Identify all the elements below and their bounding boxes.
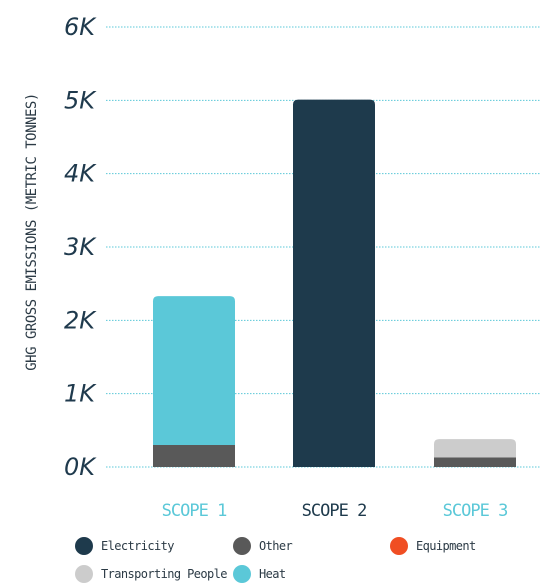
bars (153, 99, 516, 467)
bar-segment-other (153, 445, 235, 467)
legend-label: Electricity (101, 539, 174, 553)
bar-segment-heat (153, 296, 235, 445)
bar-segment-other (434, 457, 516, 467)
y-axis-label: GHG GROSS EMISSIONS (METRIC TONNES) (24, 93, 40, 371)
y-tick-label: 4K (64, 160, 97, 188)
y-tick-label: 1K (64, 380, 97, 408)
legend-label: Heat (259, 567, 286, 581)
legend: Electricity Other Equipment Transporting Pe… (0, 532, 545, 586)
legend-swatch (233, 537, 251, 555)
bar-segment-electricity (293, 99, 375, 467)
legend-item: Transporting People (75, 565, 227, 583)
x-tick-label: SCOPE 2 (302, 501, 367, 521)
legend-swatch (75, 537, 93, 555)
y-axis-ticks: 0K 1K 2K 3K 4K 5K 6K (64, 13, 97, 481)
legend-item: Heat (233, 565, 286, 583)
legend-swatch (390, 537, 408, 555)
bar-segment-transporting-people (434, 439, 516, 458)
legend-item: Equipment (390, 537, 476, 555)
legend-swatch (233, 565, 251, 583)
x-axis-ticks: SCOPE 1 SCOPE 2 SCOPE 3 (162, 501, 509, 521)
legend-item: Electricity (75, 537, 174, 555)
y-tick-label: 2K (64, 306, 97, 334)
legend-label: Other (259, 539, 293, 553)
y-tick-label: 6K (64, 13, 97, 41)
x-tick-label: SCOPE 1 (162, 501, 227, 521)
legend-label: Equipment (416, 539, 476, 553)
y-tick-label: 3K (64, 233, 97, 261)
y-tick-label: 5K (64, 86, 97, 114)
legend-item: Other (233, 537, 293, 555)
y-tick-label: 0K (64, 453, 97, 481)
legend-label: Transporting People (101, 567, 227, 581)
x-tick-label: SCOPE 3 (443, 501, 508, 521)
legend-swatch (75, 565, 93, 583)
